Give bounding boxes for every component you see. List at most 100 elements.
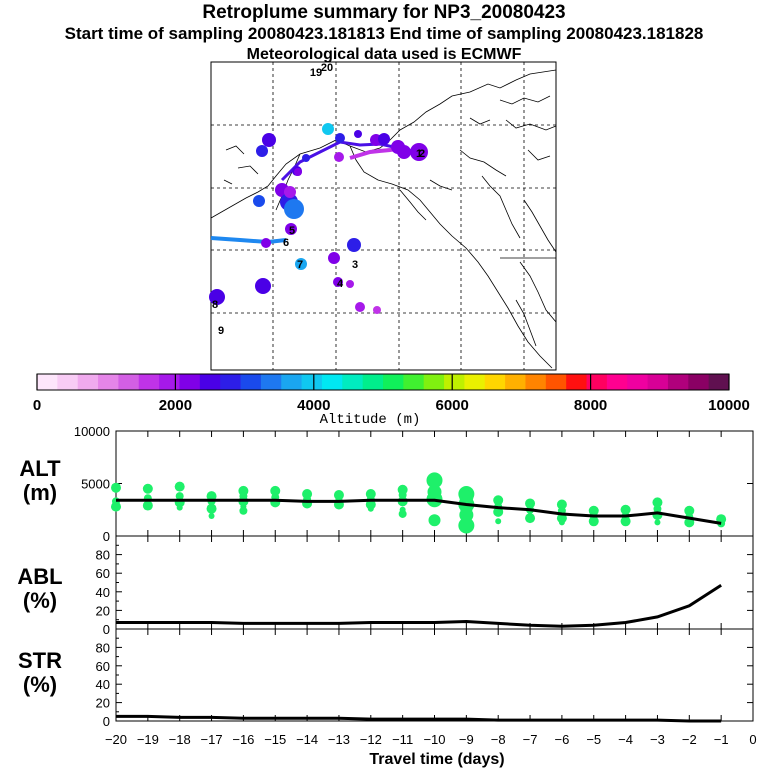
x-tick-label: −19: [137, 732, 159, 747]
alt-point: [270, 485, 281, 496]
colorbar-segment: [708, 374, 730, 390]
colorbar-segment: [688, 374, 710, 390]
colorbar-segment: [586, 374, 608, 390]
panel-ylabel: STR: [18, 648, 62, 673]
series-line: [116, 714, 722, 723]
colorbar-segment: [281, 374, 303, 390]
x-tick-label: −18: [169, 732, 191, 747]
plume-dot: [294, 168, 302, 176]
y-tick-label: 20: [96, 603, 110, 618]
colorbar-segment: [240, 374, 262, 390]
colorbar-tick-label: 6000: [436, 397, 469, 414]
alt-point: [367, 505, 374, 512]
plume-dot: [322, 123, 334, 135]
colorbar-segment: [199, 374, 221, 390]
colorbar-tick-label: 4000: [297, 397, 330, 414]
plume-dot: [284, 199, 304, 219]
x-tick-label: −9: [459, 732, 474, 747]
colorbar-segment: [383, 374, 404, 390]
x-tick-label: −3: [650, 732, 665, 747]
panel-frame: [115, 535, 754, 630]
x-tick-label: −10: [423, 732, 445, 747]
alt-point: [652, 497, 663, 508]
trajectory-day-label: 9: [218, 325, 224, 337]
colorbar-segment: [321, 374, 343, 390]
plume-dot: [328, 252, 340, 264]
x-tick-label: −8: [491, 732, 506, 747]
trajectory-day-label: 6: [283, 237, 289, 249]
trajectory-day-label: 5: [289, 225, 295, 237]
time-series-panels: 1000050000ALT(m)806040200ABL(%)806040200…: [17, 424, 756, 768]
plume-dot: [347, 238, 361, 252]
alt-point: [493, 495, 504, 506]
y-tick-label: 5000: [81, 477, 110, 492]
colorbar-segment: [138, 374, 160, 390]
plume-dot: [302, 154, 310, 162]
x-tick-label: 0: [749, 732, 756, 747]
alt-point: [428, 514, 441, 527]
alt-point: [556, 513, 567, 524]
colorbar-segment: [423, 374, 445, 390]
colorbar-label: Altitude (m): [320, 412, 421, 428]
plume-dot: [346, 280, 354, 288]
plume-dot: [373, 306, 381, 314]
x-tick-label: −2: [682, 732, 697, 747]
y-tick-label: 40: [96, 585, 110, 600]
colorbar-segment: [362, 374, 384, 390]
colorbar-tick-label: 8000: [574, 397, 607, 414]
plume-dot: [335, 133, 345, 143]
colorbar-segment: [220, 374, 242, 390]
plume-dot: [284, 186, 296, 198]
colorbar-tick-label: 2000: [159, 397, 192, 414]
alt-panel: 10000 5000 0 ALT(m): [19, 424, 754, 544]
x-tick-label: −7: [523, 732, 538, 747]
colorbar-segment: [260, 374, 282, 390]
alt-point: [684, 505, 695, 516]
alt-point: [620, 516, 631, 527]
plume-dot: [285, 223, 297, 235]
x-axis-label: Travel time (days): [369, 751, 504, 768]
trajectory-day-label: 19: [310, 67, 322, 79]
y-tick-label: 60: [96, 566, 110, 581]
trajectory-day-label: 1: [416, 148, 422, 160]
alt-point: [398, 509, 407, 518]
plume-dot: [333, 277, 343, 287]
colorbar-segment: [301, 374, 323, 390]
alt-point: [142, 500, 153, 511]
colorbar-segment: [667, 374, 689, 390]
x-tick-label: −14: [296, 732, 318, 747]
trajectory-segment: [210, 236, 287, 245]
x-tick-label: −12: [360, 732, 382, 747]
alt-point: [525, 513, 536, 524]
alt-point: [654, 519, 661, 526]
alt-point: [111, 501, 121, 512]
alt-point: [495, 518, 502, 525]
x-tick-label: −15: [264, 732, 286, 747]
abl-panel: 80 60 40 20 0 ABL(%): [17, 535, 754, 637]
y-tick-label: 60: [96, 659, 110, 674]
x-tick-label: −17: [201, 732, 223, 747]
plume-dot: [256, 145, 268, 157]
alt-point: [556, 499, 567, 510]
x-tick-label: −16: [232, 732, 254, 747]
alt-point: [620, 504, 631, 515]
plume-dot: [334, 152, 344, 162]
plume-dot: [295, 258, 307, 270]
colorbar-segment: [179, 374, 201, 390]
y-tick-label: 10000: [74, 424, 110, 439]
colorbar-tick-label: 0: [33, 397, 41, 414]
series-line: [116, 498, 722, 525]
colorbar-segment: [444, 374, 465, 390]
alt-point: [208, 513, 215, 520]
alt-point: [426, 472, 443, 489]
alt-point: [176, 504, 183, 511]
sampling-times: Start time of sampling 20080423.181813 E…: [64, 24, 704, 43]
series-line: [116, 584, 722, 628]
trajectory-day-label: 20: [321, 62, 333, 74]
colorbar-segment: [627, 374, 649, 390]
colorbar-segment: [403, 374, 425, 390]
page-title: Retroplume summary for NP3_20080423: [202, 2, 566, 23]
plume-dot: [262, 133, 276, 147]
colorbar-segment: [118, 374, 140, 390]
